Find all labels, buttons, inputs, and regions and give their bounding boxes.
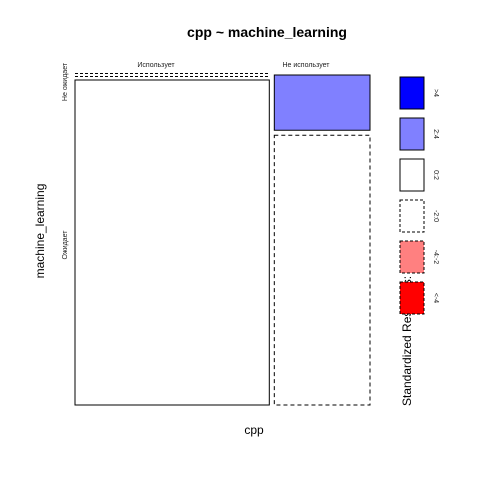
mosaic-cell xyxy=(74,79,270,406)
legend-swatch xyxy=(399,199,425,233)
legend-label: -4:-2 xyxy=(432,250,439,265)
y-axis-label: machine_learning xyxy=(33,184,47,279)
legend-swatch xyxy=(399,158,425,192)
legend-swatch xyxy=(399,76,425,110)
mosaic-cell xyxy=(273,134,371,406)
x-category-label-1: Не использует xyxy=(283,62,331,69)
y-category-label-1: Ожидает xyxy=(62,230,69,260)
mosaic-cells xyxy=(74,73,371,406)
y-category-label-0: Не ожидает xyxy=(62,62,69,101)
legend-label: 2:4 xyxy=(432,129,439,139)
mosaic-cell xyxy=(273,74,371,131)
legend-swatch xyxy=(399,281,425,315)
chart-title: cpp ~ machine_learning xyxy=(187,24,347,40)
x-axis-label: cpp xyxy=(244,423,264,437)
legend-label: -2:0 xyxy=(432,210,439,222)
x-category-label-0: Использует xyxy=(137,62,175,69)
legend-label: <-4 xyxy=(432,293,439,303)
legend-swatch xyxy=(399,117,425,151)
legend-label: >4 xyxy=(432,89,439,97)
legend: Standardized Residuals: >42:40:2-2:0-4:-… xyxy=(399,76,439,406)
legend-label: 0:2 xyxy=(432,170,439,180)
legend-swatch xyxy=(399,240,425,274)
